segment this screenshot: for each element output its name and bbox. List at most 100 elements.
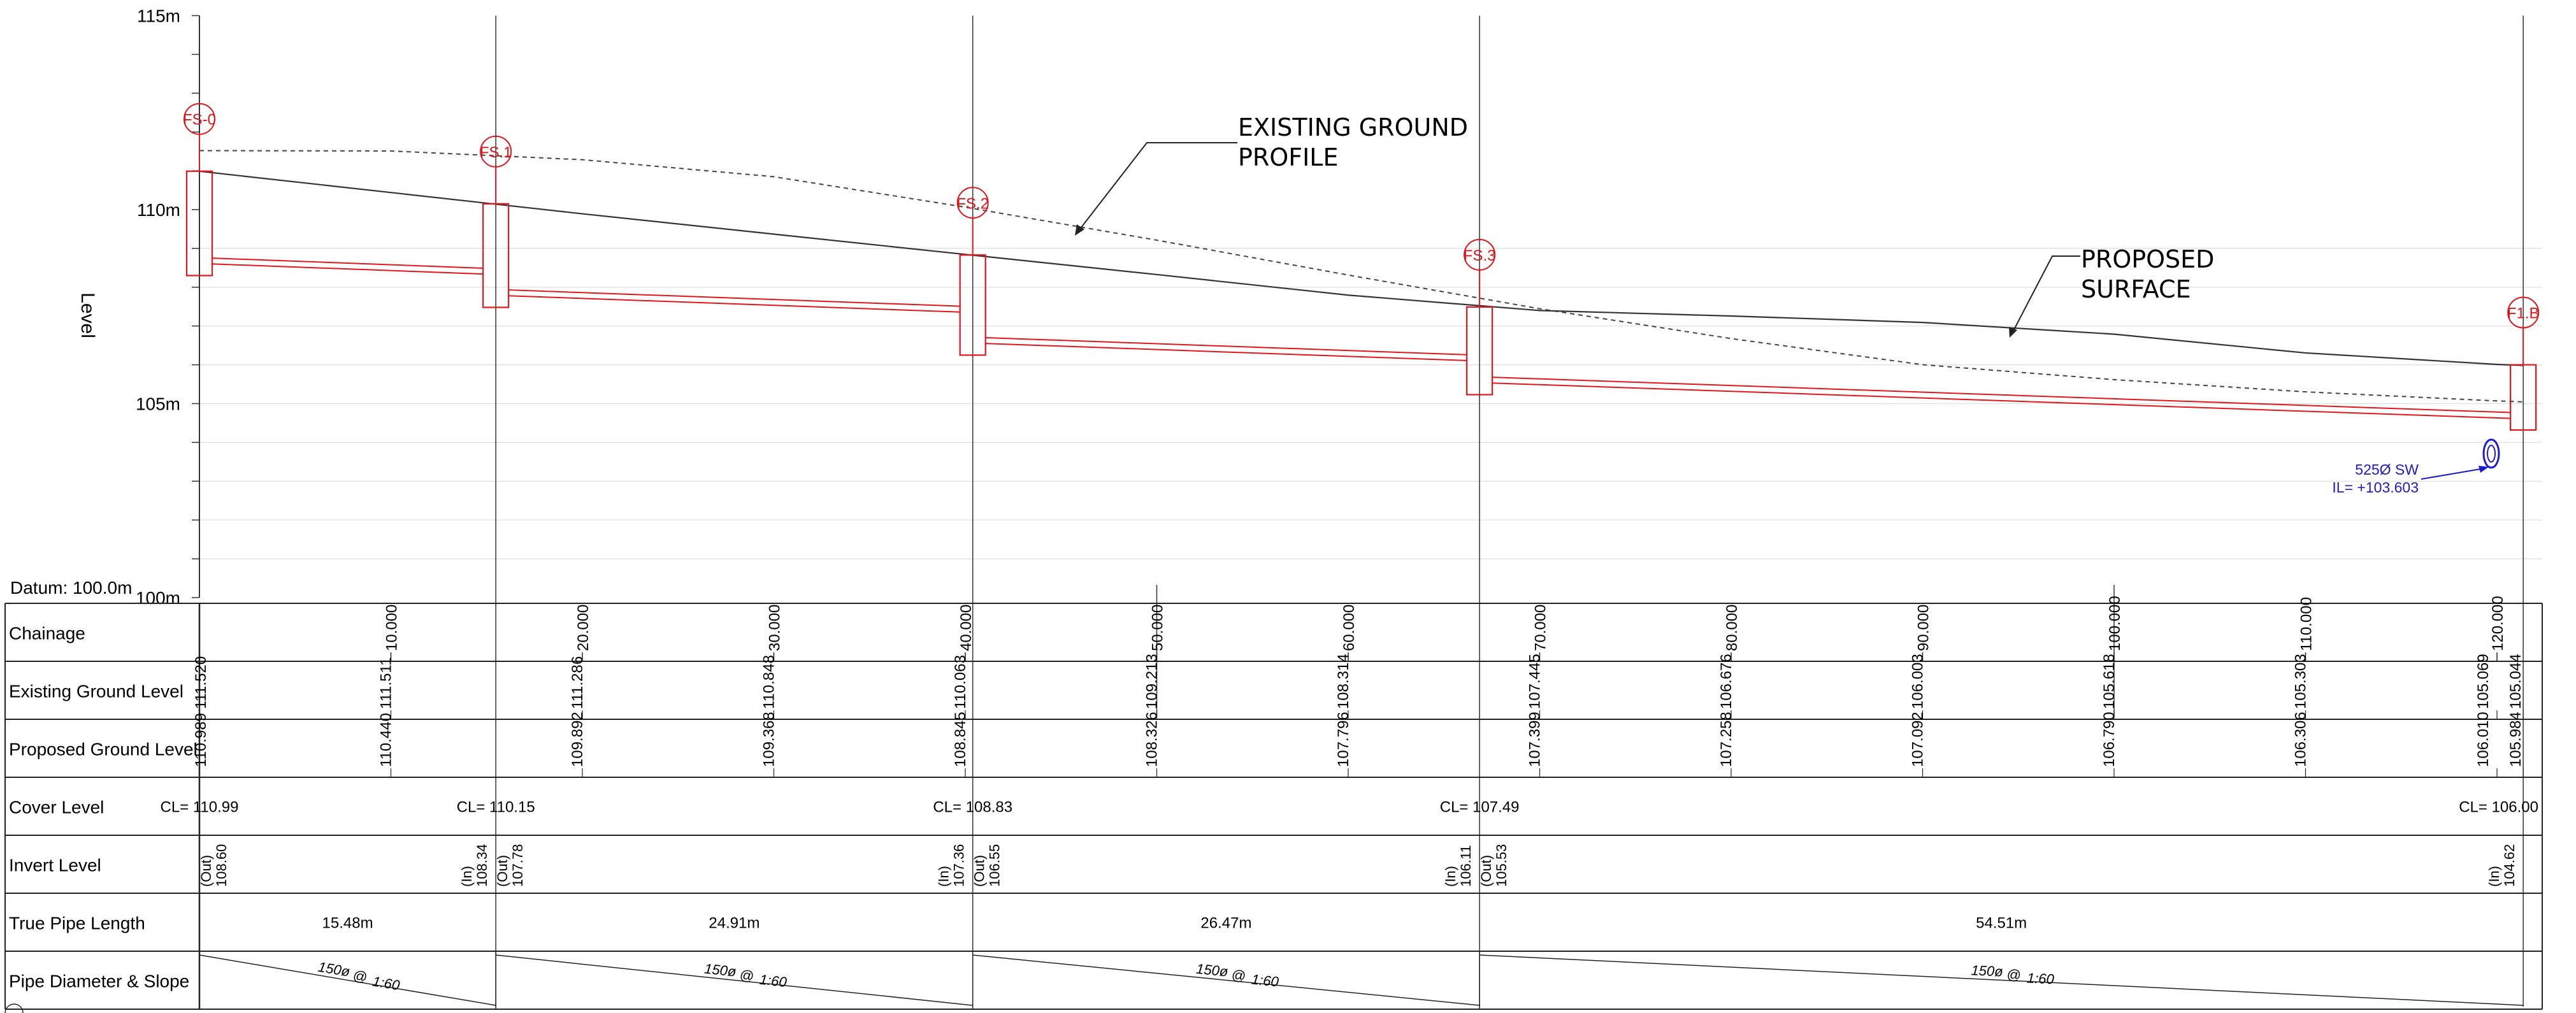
manhole-id-bubble [480,135,512,168]
invert-level-value: 107.36 [951,844,967,887]
profile-grid [199,248,2542,559]
pipe-crown-line [1492,377,2511,413]
pipe-slope-label: 1:60 [1251,972,1280,990]
pipe-at-symbol: @ [1231,966,1247,984]
level-tick-label: 110m [137,200,180,220]
table-row-label-length: True Pipe Length [9,914,145,933]
pipe-diameter-label: 150ø [1195,961,1228,980]
table-row-label-existing: Existing Ground Level [9,682,183,701]
proposed-ground-level-label: 106.010 [2475,712,2492,767]
pipe-slope-line [972,954,1480,1006]
level-tick-label: 100m [136,588,180,608]
chainage-label: 90.000 [1915,605,1932,651]
pipe-spec-group: 150ø @1:60 [1971,962,2055,987]
chainage-label: 10.000 [384,605,401,651]
table-row-label-chainage: Chainage [9,624,85,643]
manhole-id-label: FS.3 [1464,247,1496,264]
proposed-ground-level-label: 108.326 [1144,712,1161,767]
proposed-ground-level-label: 108.845 [952,712,969,767]
chainage-label: 110.000 [2298,597,2315,651]
invert-level-value: 106.11 [1458,845,1474,887]
chainage-label: 100.000 [2106,596,2124,651]
pipe-spec-group: 150ø @1:60 [317,959,401,994]
pipe-length-label: 15.48m [322,915,373,932]
invert-level-value: 108.34 [474,844,490,887]
table-row-label-invert: Invert Level [9,856,101,875]
proposed-surface-label-line2: SURFACE [2081,275,2191,303]
pipe-slope-line [1479,954,2524,1006]
manhole-id-bubble [183,103,215,135]
pipe-length-label: 24.91m [709,915,759,932]
existing-ground-level-label: 105.618 [2101,654,2118,709]
invert-level-tag: (Out) [494,855,510,887]
proposed-ground-level-label: 107.399 [1527,712,1544,767]
level-tick-label: 115m [137,6,180,26]
manhole-id-label: FS.1 [480,144,512,161]
proposed-ground-level-label: 105.984 [2507,712,2524,767]
pipe-invert-line [1492,382,2511,419]
chainage-label: 40.000 [958,605,975,651]
existing-ground-leader-line [1078,142,1237,231]
pipe-at-symbol: @ [352,967,368,985]
pipe-at-symbol: @ [2006,966,2022,983]
corner-mark [4,1003,24,1013]
chainage-label: 60.000 [1341,605,1358,651]
chainage-label: 80.000 [1723,605,1741,651]
table-row-label-cover: Cover Level [9,798,104,817]
pipe-invert-line [212,263,484,275]
existing-sw-pipe-icon [2482,438,2500,469]
existing-sw-pipe-label-line1: 525Ø SW [2355,461,2419,478]
proposed-surface-leader-line [2011,255,2080,334]
table-row-label-diameter: Pipe Diameter & Slope [9,972,189,991]
proposed-ground-level-label: 106.790 [2101,712,2118,767]
proposed-ground-level-label: 107.258 [1718,712,1735,767]
existing-ground-level-label: 105.069 [2475,654,2492,709]
invert-level-tag: (Out) [1478,855,1494,887]
chainage-label: 120.000 [2489,596,2507,651]
invert-level-tag: (Out) [198,855,214,887]
existing-ground-level-label: 110.063 [952,655,969,709]
ground-profiles [199,150,2524,403]
invert-level-value: 108.60 [213,844,229,887]
pipe-spec-group: 150ø @1:60 [703,961,788,991]
manhole-id-bubble [956,187,989,219]
pipe-spec-group: 150ø @1:60 [1195,961,1280,990]
pipe-runs [212,257,2511,419]
table-row-label-proposed: Proposed Ground Level [9,740,198,759]
datum-label: Datum: 100.0m [10,578,132,598]
invert-level-tag: (In) [459,866,475,887]
pipe-crown-line [985,336,1467,356]
invert-level-value: 106.55 [987,844,1003,887]
manhole-id-bubble [1464,238,1496,271]
cover-level-label: CL= 106.00 [2459,799,2538,816]
data-table: Chainage Existing Ground Level Proposed Gr… [4,596,2543,1013]
proposed-ground-level-label: 110.440 [378,713,395,767]
pipe-slope-line [199,954,496,1006]
existing-ground-label-line2: PROFILE [1238,143,1338,171]
invert-level-tag: (In) [2486,866,2502,887]
existing-ground-arrowhead [1075,224,1084,236]
existing-sw-pipe-arrowhead [2479,466,2489,473]
pipe-diameter-label: 150ø [703,961,737,980]
invert-level-value: 105.53 [1493,844,1509,887]
manhole-id-label: FS.2 [956,195,989,212]
existing-ground-profile [199,150,2524,403]
existing-ground-level-label: 106.676 [1718,654,1735,709]
manhole-id-label: FS-0 [183,111,216,129]
proposed-ground-level-label: 109.892 [569,712,586,767]
existing-sw-pipe-inner-icon [2487,445,2496,463]
callouts: EXISTING GROUND PROFILE PROPOSED SURFACE… [1075,113,2500,496]
proposed-ground-level-label: 109.368 [761,712,778,767]
proposed-surface-arrowhead [2009,327,2017,338]
existing-ground-level-label: 111.520 [192,656,210,709]
invert-level-tag: (In) [1443,866,1458,887]
level-axis: Level Datum: 100.0m 115m 110m 105m 100m [10,6,200,608]
invert-level-value: 107.78 [510,844,526,887]
pipe-diameter-label: 150ø [1971,962,2003,979]
level-tick-label: 105m [136,394,180,414]
chainage-label: 50.000 [1149,605,1167,651]
existing-ground-level-label: 110.848 [761,655,778,709]
existing-ground-level-label: 111.286 [569,656,586,709]
pipe-invert-line [985,343,1467,361]
